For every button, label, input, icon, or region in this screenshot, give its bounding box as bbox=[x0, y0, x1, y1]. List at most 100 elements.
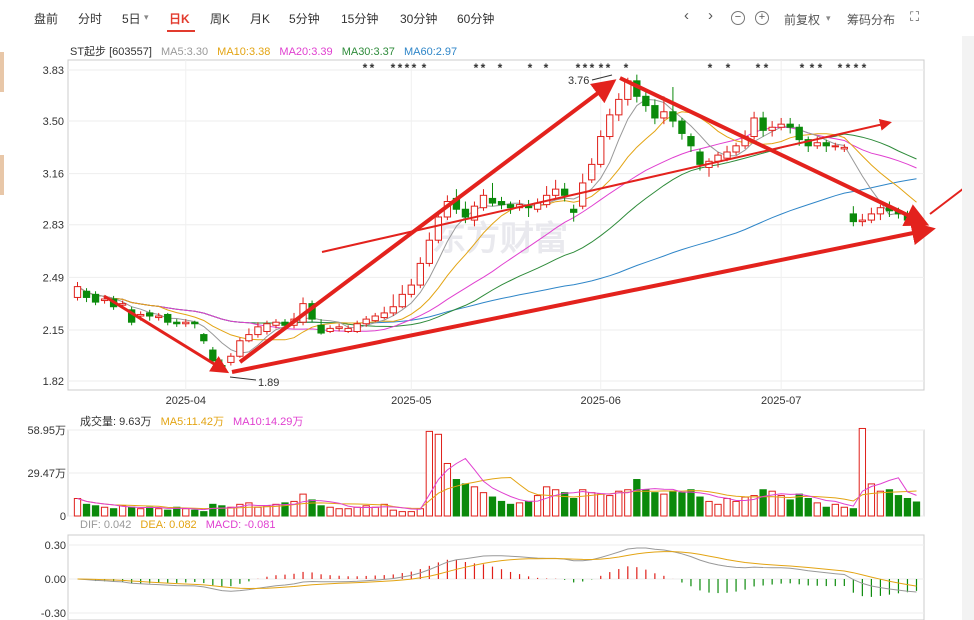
tab-60min[interactable]: 60分钟 bbox=[457, 12, 495, 26]
tab-weekly-k[interactable]: 周K bbox=[210, 12, 231, 26]
candle-body bbox=[768, 126, 776, 131]
zoom-out-icon[interactable]: − bbox=[731, 11, 745, 25]
candle-body bbox=[849, 213, 857, 223]
legend-ma30: MA30:3.37 bbox=[341, 46, 395, 58]
candle-body bbox=[82, 290, 91, 298]
event-marker: * bbox=[606, 61, 611, 75]
volume-bar bbox=[624, 489, 632, 517]
volume-bar bbox=[885, 489, 894, 517]
volume-bar bbox=[407, 511, 415, 517]
low-price-pointer bbox=[229, 376, 257, 381]
candle-body bbox=[470, 205, 479, 221]
volume-bar bbox=[127, 506, 136, 517]
volume-bar bbox=[750, 495, 758, 517]
candle-body bbox=[615, 98, 623, 116]
candle-body bbox=[362, 318, 370, 325]
tab-5min[interactable]: 5分钟 bbox=[289, 12, 320, 26]
high-price-label: 3.76 bbox=[568, 75, 589, 87]
event-marker: * bbox=[481, 61, 486, 75]
volume-bar bbox=[615, 490, 623, 517]
candle-body bbox=[236, 340, 244, 357]
volume-bar bbox=[353, 506, 361, 517]
price-tick-label: 2.83 bbox=[43, 220, 64, 232]
volume-bar bbox=[533, 495, 542, 517]
left-edge-marker bbox=[0, 155, 4, 195]
volume-bar bbox=[118, 505, 127, 517]
trend-arrow bbox=[231, 221, 936, 374]
candle-body bbox=[371, 315, 379, 322]
candle-body bbox=[200, 334, 208, 342]
volume-bar bbox=[344, 508, 352, 517]
chevron-left-icon[interactable]: ‹ bbox=[684, 7, 689, 24]
tab-5day[interactable]: 5日 bbox=[122, 12, 141, 26]
volume-bar bbox=[227, 506, 235, 517]
volume-bar bbox=[705, 500, 713, 517]
candle-body bbox=[245, 334, 253, 342]
candle-body bbox=[759, 117, 767, 131]
candle-body bbox=[344, 327, 352, 332]
volume-bar bbox=[669, 490, 677, 517]
candle-body bbox=[227, 355, 235, 363]
tab-30min[interactable]: 30分钟 bbox=[400, 12, 438, 26]
tab-monthly-k[interactable]: 月K bbox=[250, 12, 271, 26]
candle-body bbox=[497, 201, 506, 206]
date-tick-label: 2025-07 bbox=[761, 395, 801, 407]
volume-bar bbox=[714, 503, 722, 517]
dropdown-chevron-icon[interactable]: ▾ bbox=[144, 12, 149, 22]
event-marker: * bbox=[498, 61, 503, 75]
volume-bar bbox=[155, 508, 163, 517]
price-tick-label: 3.50 bbox=[43, 116, 64, 128]
volume-bar bbox=[570, 497, 578, 517]
candle-body bbox=[434, 216, 443, 241]
volume-bar bbox=[461, 483, 470, 517]
volume-bar bbox=[82, 503, 91, 517]
volume-bar bbox=[488, 496, 497, 517]
event-marker: * bbox=[370, 61, 375, 75]
volume-bar bbox=[759, 489, 767, 517]
macd-value: MACD: -0.081 bbox=[205, 519, 276, 531]
volume-bar bbox=[579, 489, 587, 517]
chevron-right-icon[interactable]: › bbox=[708, 7, 713, 24]
volume-bar bbox=[425, 430, 433, 517]
tab-daily-k[interactable]: 日K bbox=[169, 12, 190, 26]
volume-bar bbox=[317, 505, 325, 517]
tab-intraday[interactable]: 分时 bbox=[78, 12, 103, 26]
adjust-dropdown[interactable]: 前复权 bbox=[784, 13, 821, 27]
volume-ma5: MA5:11.42万 bbox=[160, 416, 224, 428]
volume-bar bbox=[542, 486, 551, 517]
volume-title: 成交量: 9.63万 bbox=[80, 416, 152, 428]
legend-ma20: MA20:3.39 bbox=[279, 46, 333, 58]
tab-15min[interactable]: 15分钟 bbox=[341, 12, 379, 26]
ma-line-ma20 bbox=[77, 126, 917, 332]
volume-bar bbox=[876, 490, 885, 517]
candle-body bbox=[651, 105, 659, 119]
candle-body bbox=[326, 327, 334, 332]
volume-legend: 成交量: 9.63万 MA5:11.42万 MA10:14.29万 bbox=[80, 413, 309, 429]
volume-bar bbox=[524, 500, 533, 517]
volume-bar bbox=[272, 503, 280, 517]
event-marker: * bbox=[576, 61, 581, 75]
tab-premarket[interactable]: 盘前 bbox=[34, 12, 59, 26]
volume-bar bbox=[371, 506, 379, 517]
candle-body bbox=[840, 146, 848, 150]
adjust-chevron-icon[interactable]: ▾ bbox=[826, 13, 831, 23]
chip-panel-edge bbox=[962, 36, 974, 620]
chip-distribution-button[interactable]: 筹码分布 bbox=[847, 13, 896, 27]
candle-body bbox=[353, 323, 361, 332]
zoom-in-icon[interactable]: + bbox=[755, 11, 769, 25]
volume-bar bbox=[479, 492, 488, 517]
event-marker: * bbox=[764, 61, 769, 75]
candle-body bbox=[795, 126, 803, 141]
event-marker: * bbox=[398, 61, 403, 75]
candle-body bbox=[209, 349, 217, 362]
volume-bar bbox=[606, 495, 614, 517]
volume-ma-line bbox=[77, 457, 917, 511]
volume-bar bbox=[299, 493, 307, 517]
fullscreen-icon[interactable]: ⛶ bbox=[910, 9, 920, 24]
candle-body bbox=[461, 208, 470, 218]
candle-body bbox=[479, 194, 488, 209]
candle-body bbox=[660, 111, 668, 119]
volume-bar bbox=[660, 493, 668, 517]
event-marker: * bbox=[726, 61, 731, 75]
